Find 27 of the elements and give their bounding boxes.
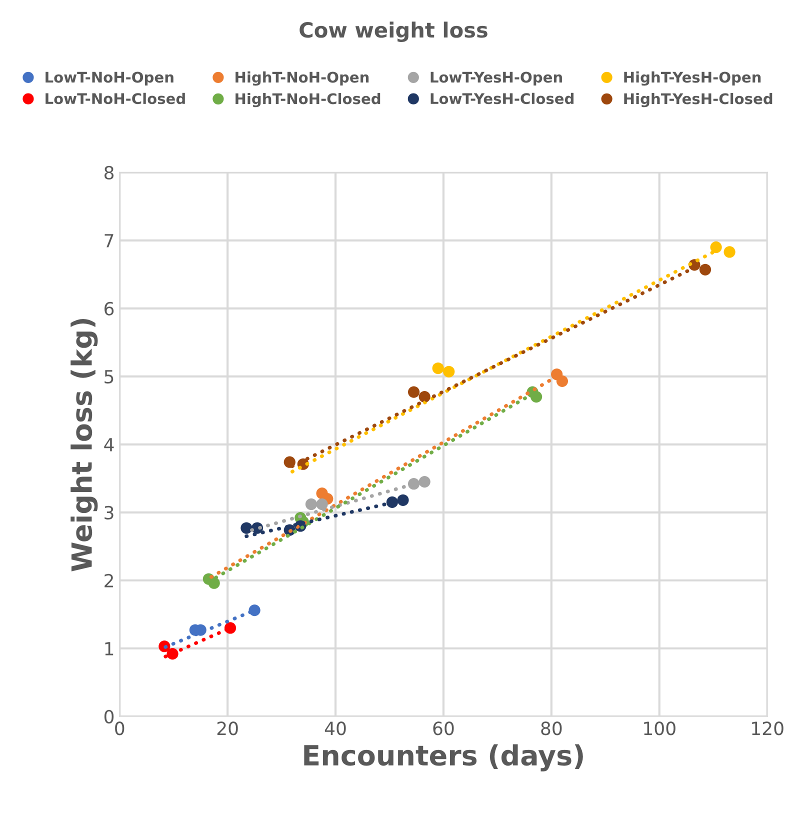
y-tick-label: 3 — [104, 506, 114, 520]
chart-title: Cow weight loss — [300, 22, 488, 42]
x-tick-label: 40 — [324, 722, 346, 736]
y-axis-title: Weight loss (kg) — [70, 318, 98, 572]
y-tick-label: 0 — [104, 710, 114, 724]
legend-label: LowT-NoH-Closed — [46, 92, 185, 104]
x-tick-label: 120 — [752, 722, 784, 736]
y-tick-label: 2 — [104, 574, 113, 588]
y-tick-label: 5 — [104, 370, 114, 384]
legend-label: HighT-NoH-Closed — [236, 92, 380, 108]
legend-label: LowT-NoH-Open — [46, 72, 174, 86]
y-tick-label: 6 — [104, 302, 114, 316]
x-tick-label: 80 — [541, 722, 562, 736]
y-tick-label: 1 — [105, 642, 114, 656]
y-tick-label: 7 — [104, 234, 114, 248]
x-tick-label: 100 — [644, 722, 676, 736]
x-tick-label: 20 — [217, 722, 238, 736]
x-tick-label: 60 — [433, 722, 454, 736]
x-tick-label: 0 — [115, 722, 124, 736]
y-tick-label: 8 — [104, 166, 114, 180]
legend-label: HighT-YesH-Closed — [624, 92, 772, 108]
legend-label: HighT-NoH-Open — [236, 71, 369, 86]
y-tick-label: 4 — [104, 438, 114, 452]
legend-label: HighT-YesH-Open — [624, 71, 761, 86]
legend-label: LowT-YesH-Closed — [430, 92, 574, 104]
x-axis-title: Encounters (days) — [304, 744, 583, 772]
legend-label: LowT-YesH-Open — [430, 72, 562, 86]
